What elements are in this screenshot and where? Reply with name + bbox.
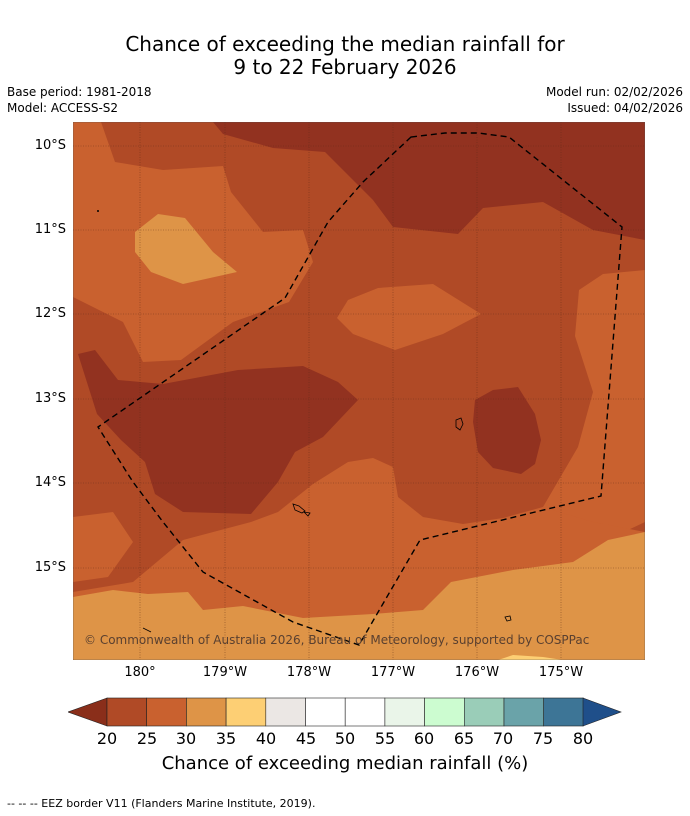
colorbar-tick-75: 75 xyxy=(532,729,554,748)
colorbar-cell-70-75 xyxy=(503,697,545,727)
colorbar-cell-40-45 xyxy=(265,697,306,727)
region-30-35-south xyxy=(73,532,645,660)
lat-label-14s: 14°S xyxy=(34,475,66,490)
colorbar-cell-25-30 xyxy=(146,697,187,727)
region-30-35-west xyxy=(135,214,237,284)
colorbar-cell-35-40 xyxy=(225,697,267,727)
graticule xyxy=(73,122,645,660)
region-35-40-south xyxy=(498,655,563,660)
base-period: Base period: 1981-2018 xyxy=(7,85,152,99)
colorbar-tick-60: 60 xyxy=(413,729,435,748)
lon-label-177w: 177°W xyxy=(370,665,416,680)
colorbar-tick-35: 35 xyxy=(215,729,237,748)
colorbar-tick-25: 25 xyxy=(136,729,158,748)
colorbar-cell-20-25 xyxy=(106,697,148,727)
eez-footnote: -- -- -- EEZ border V11 (Flanders Marine… xyxy=(7,797,316,810)
region-15-20-east xyxy=(473,387,541,474)
colorbar-cell-60-65 xyxy=(424,697,465,727)
island-east xyxy=(455,417,464,431)
lat-label-15s: 15°S xyxy=(34,560,66,575)
colorbar-cell-55-60 xyxy=(384,697,425,727)
colorbar-tick-20: 20 xyxy=(96,729,118,748)
model-name: Model: ACCESS-S2 xyxy=(7,101,119,115)
eez-border xyxy=(97,132,623,646)
region-25-30-east xyxy=(543,270,645,537)
colorbar-extend-low xyxy=(68,697,108,727)
region-15-20-north xyxy=(213,122,645,240)
colorbar xyxy=(68,697,622,727)
colorbar-tick-80: 80 xyxy=(572,729,594,748)
colorbar-cell-30-35 xyxy=(186,697,227,727)
colorbar-title: Chance of exceeding median rainfall (%) xyxy=(161,753,529,774)
colorbar-cell-65-70 xyxy=(463,697,505,727)
island-west-dot xyxy=(97,210,99,212)
issued-date: Issued: 04/02/2026 xyxy=(567,101,683,115)
colorbar-tick-40: 40 xyxy=(255,729,277,748)
lat-label-11s: 11°S xyxy=(34,222,66,237)
colorbar-cell-50-55 xyxy=(344,697,386,727)
island-south xyxy=(504,615,512,622)
lon-label-179w: 179°W xyxy=(202,665,248,680)
map-title-line-1: Chance of exceeding the median rainfall … xyxy=(125,32,565,56)
colorbar-tick-50: 50 xyxy=(334,729,356,748)
island-central-small xyxy=(302,511,311,517)
region-25-30-center xyxy=(337,284,481,350)
colorbar-tick-30: 30 xyxy=(175,729,197,748)
lon-label-176w: 176°W xyxy=(454,665,500,680)
region-25-30-southwest xyxy=(73,512,133,582)
colorbar-cell-45-50 xyxy=(305,697,346,727)
lon-label-175w: 175°W xyxy=(538,665,584,680)
lon-label-178w: 178°W xyxy=(286,665,332,680)
copyright-notice: © Commonwealth of Australia 2026, Bureau… xyxy=(84,633,590,647)
colorbar-extend-high xyxy=(582,697,622,727)
lat-label-12s: 12°S xyxy=(34,306,66,321)
colorbar-tick-45: 45 xyxy=(295,729,317,748)
colorbar-tick-55: 55 xyxy=(374,729,396,748)
colorbar-cell-75-80 xyxy=(543,697,584,727)
island-southwest xyxy=(142,627,152,633)
region-15-20-west xyxy=(78,350,358,514)
model-run: Model run: 02/02/2026 xyxy=(545,85,683,99)
lat-label-10s: 10°S xyxy=(34,138,66,153)
map-title-line-2: 9 to 22 February 2026 xyxy=(233,55,457,79)
rainfall-map xyxy=(73,122,645,660)
lat-label-13s: 13°S xyxy=(34,391,66,406)
colorbar-tick-65: 65 xyxy=(453,729,475,748)
colorbar-tick-70: 70 xyxy=(492,729,514,748)
lon-label-180: 180° xyxy=(124,665,156,680)
